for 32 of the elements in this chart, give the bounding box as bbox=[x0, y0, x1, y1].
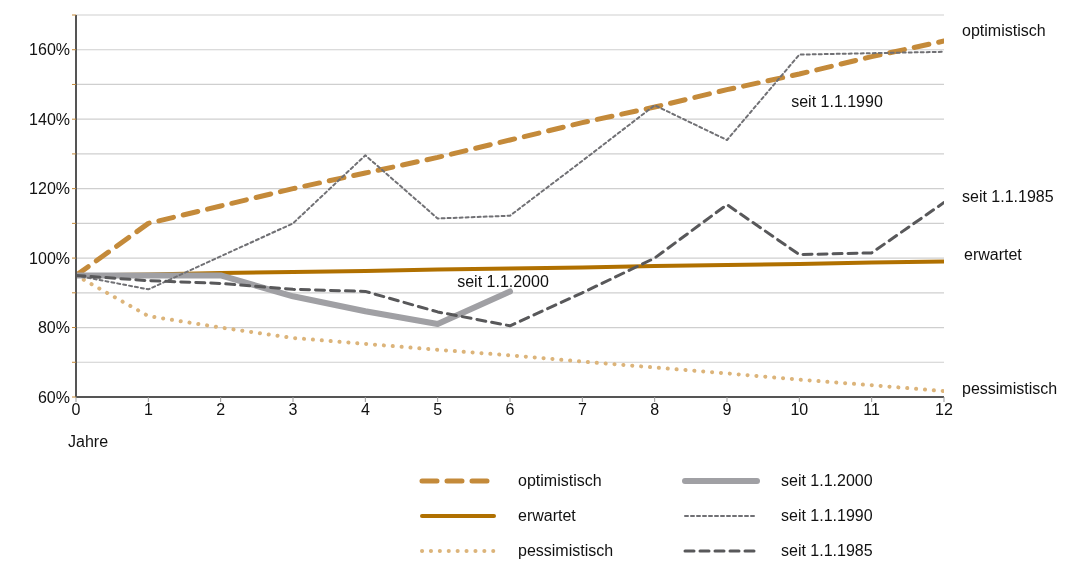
x-tick-label: 0 bbox=[71, 401, 81, 419]
text: erwartet bbox=[964, 246, 1022, 264]
legend-label: optimistisch bbox=[518, 471, 602, 490]
legend-label: seit 1.1.2000 bbox=[781, 471, 873, 490]
text: seit 1.1.2000 bbox=[457, 273, 549, 291]
legend-label: erwartet bbox=[518, 506, 576, 525]
x-tick-label: 11 bbox=[863, 401, 881, 419]
y-tick-label: 80% bbox=[37, 319, 70, 337]
x-tick-label: 1 bbox=[143, 401, 153, 419]
legend-label: seit 1.1.1990 bbox=[781, 506, 873, 525]
x-tick-label: 7 bbox=[577, 401, 587, 419]
legend-label: pessimistisch bbox=[518, 541, 614, 560]
text: seit 1.1.1985 bbox=[962, 188, 1054, 206]
y-tick-label: 100% bbox=[29, 249, 70, 267]
x-tick-label: 9 bbox=[722, 401, 732, 419]
text: optimistisch bbox=[962, 21, 1046, 39]
x-tick-label: 4 bbox=[360, 401, 370, 419]
text: pessimistisch bbox=[962, 379, 1058, 397]
legend-label: seit 1.1.1985 bbox=[781, 541, 873, 560]
text: seit 1.1.1990 bbox=[791, 93, 883, 111]
x-tick-label: 3 bbox=[288, 401, 298, 419]
y-tick-label: 160% bbox=[29, 41, 70, 59]
y-tick-label: 60% bbox=[37, 388, 70, 406]
x-tick-label: 2 bbox=[216, 401, 226, 419]
x-axis-title: Jahre bbox=[68, 433, 109, 450]
x-tick-label: 5 bbox=[433, 401, 443, 419]
x-tick-label: 10 bbox=[790, 401, 809, 419]
y-tick-label: 120% bbox=[29, 180, 70, 198]
x-tick-label: 8 bbox=[650, 401, 660, 419]
x-tick-label: 12 bbox=[935, 401, 953, 419]
x-tick-label: 6 bbox=[505, 401, 515, 419]
y-tick-label: 140% bbox=[29, 110, 70, 128]
